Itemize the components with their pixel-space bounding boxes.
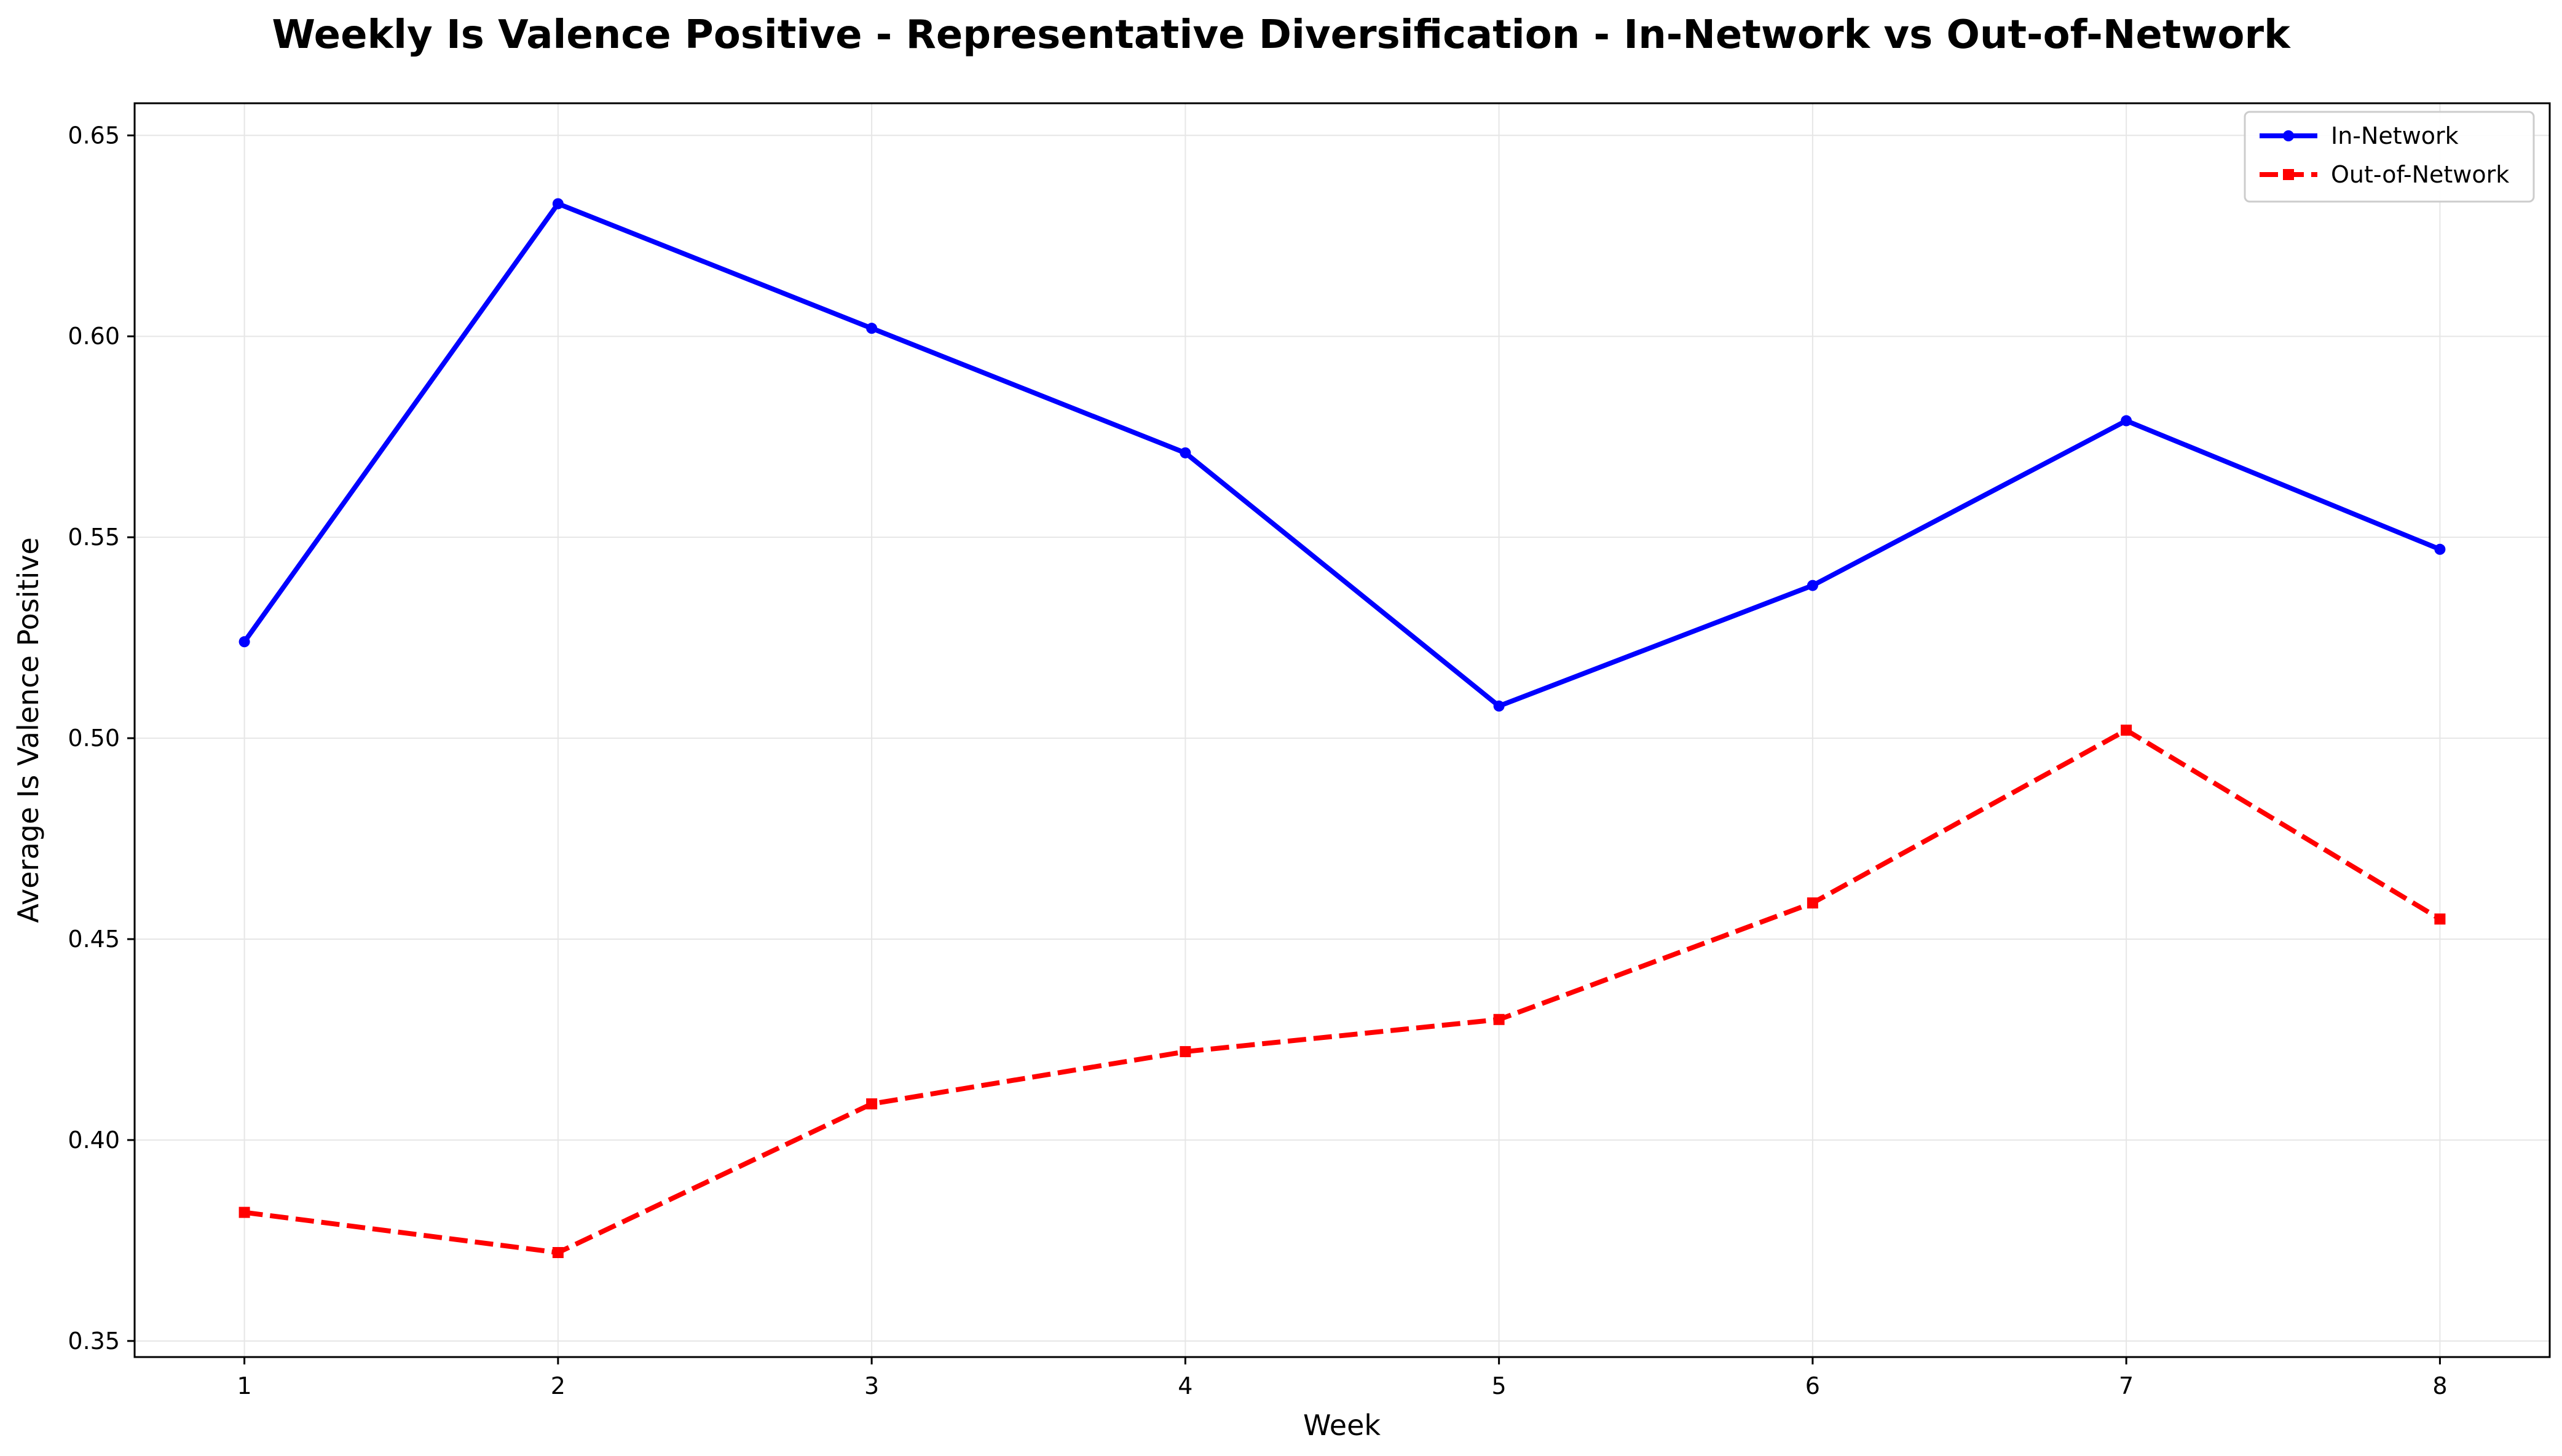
x-tick-label: 8 xyxy=(2432,1372,2447,1399)
data-point-out-of-network xyxy=(552,1247,564,1258)
x-tick-label: 1 xyxy=(237,1372,251,1399)
data-point-in-network xyxy=(2434,543,2446,555)
data-point-out-of-network xyxy=(1807,897,1818,909)
data-point-out-of-network xyxy=(238,1206,250,1218)
legend-marker-out-of-network xyxy=(2283,169,2294,180)
data-point-in-network xyxy=(2121,415,2132,427)
data-point-in-network xyxy=(866,323,878,334)
y-tick-label: 0.40 xyxy=(68,1127,120,1154)
x-tick-label: 2 xyxy=(551,1372,566,1399)
y-tick-label: 0.35 xyxy=(68,1328,120,1355)
x-tick-label: 7 xyxy=(2119,1372,2134,1399)
x-tick-label: 4 xyxy=(1178,1372,1192,1399)
data-point-in-network xyxy=(1493,700,1505,712)
chart-title: Weekly Is Valence Positive - Representat… xyxy=(272,12,2291,58)
legend-marker-in-network xyxy=(2283,130,2294,141)
data-point-out-of-network xyxy=(866,1098,878,1110)
legend-label-out-of-network: Out-of-Network xyxy=(2331,161,2509,188)
data-point-out-of-network xyxy=(1180,1046,1191,1058)
data-point-out-of-network xyxy=(1493,1013,1505,1025)
x-axis-label: Week xyxy=(1303,1409,1381,1442)
series-layer xyxy=(238,198,2446,1258)
series-line-out-of-network xyxy=(244,728,2442,1255)
series-line-in-network xyxy=(242,201,2443,709)
x-axis: 1 2 3 4 5 6 7 8 xyxy=(237,1357,2448,1399)
data-point-in-network xyxy=(552,198,564,210)
y-tick-label: 0.45 xyxy=(68,926,120,953)
data-point-in-network xyxy=(1807,580,1818,591)
data-point-in-network xyxy=(1180,447,1191,458)
plot-frame xyxy=(133,102,2551,1358)
data-point-in-network xyxy=(238,636,250,648)
y-tick-label: 0.50 xyxy=(68,725,120,752)
data-point-out-of-network xyxy=(2121,725,2132,736)
y-axis-label: Average Is Valence Positive xyxy=(12,537,45,923)
x-tick-label: 6 xyxy=(1805,1372,1820,1399)
x-tick-label: 3 xyxy=(864,1372,879,1399)
x-tick-label: 5 xyxy=(1492,1372,1507,1399)
y-tick-label: 0.65 xyxy=(68,122,120,149)
y-tick-label: 0.55 xyxy=(68,524,120,551)
data-point-out-of-network xyxy=(2434,913,2446,925)
legend-label-in-network: In-Network xyxy=(2331,122,2459,149)
y-tick-label: 0.60 xyxy=(68,323,120,350)
legend: In-Network Out-of-Network xyxy=(2244,111,2535,203)
grid xyxy=(135,103,2550,1357)
y-axis: 0.35 0.40 0.45 0.50 0.55 0.60 0.65 xyxy=(68,122,135,1355)
